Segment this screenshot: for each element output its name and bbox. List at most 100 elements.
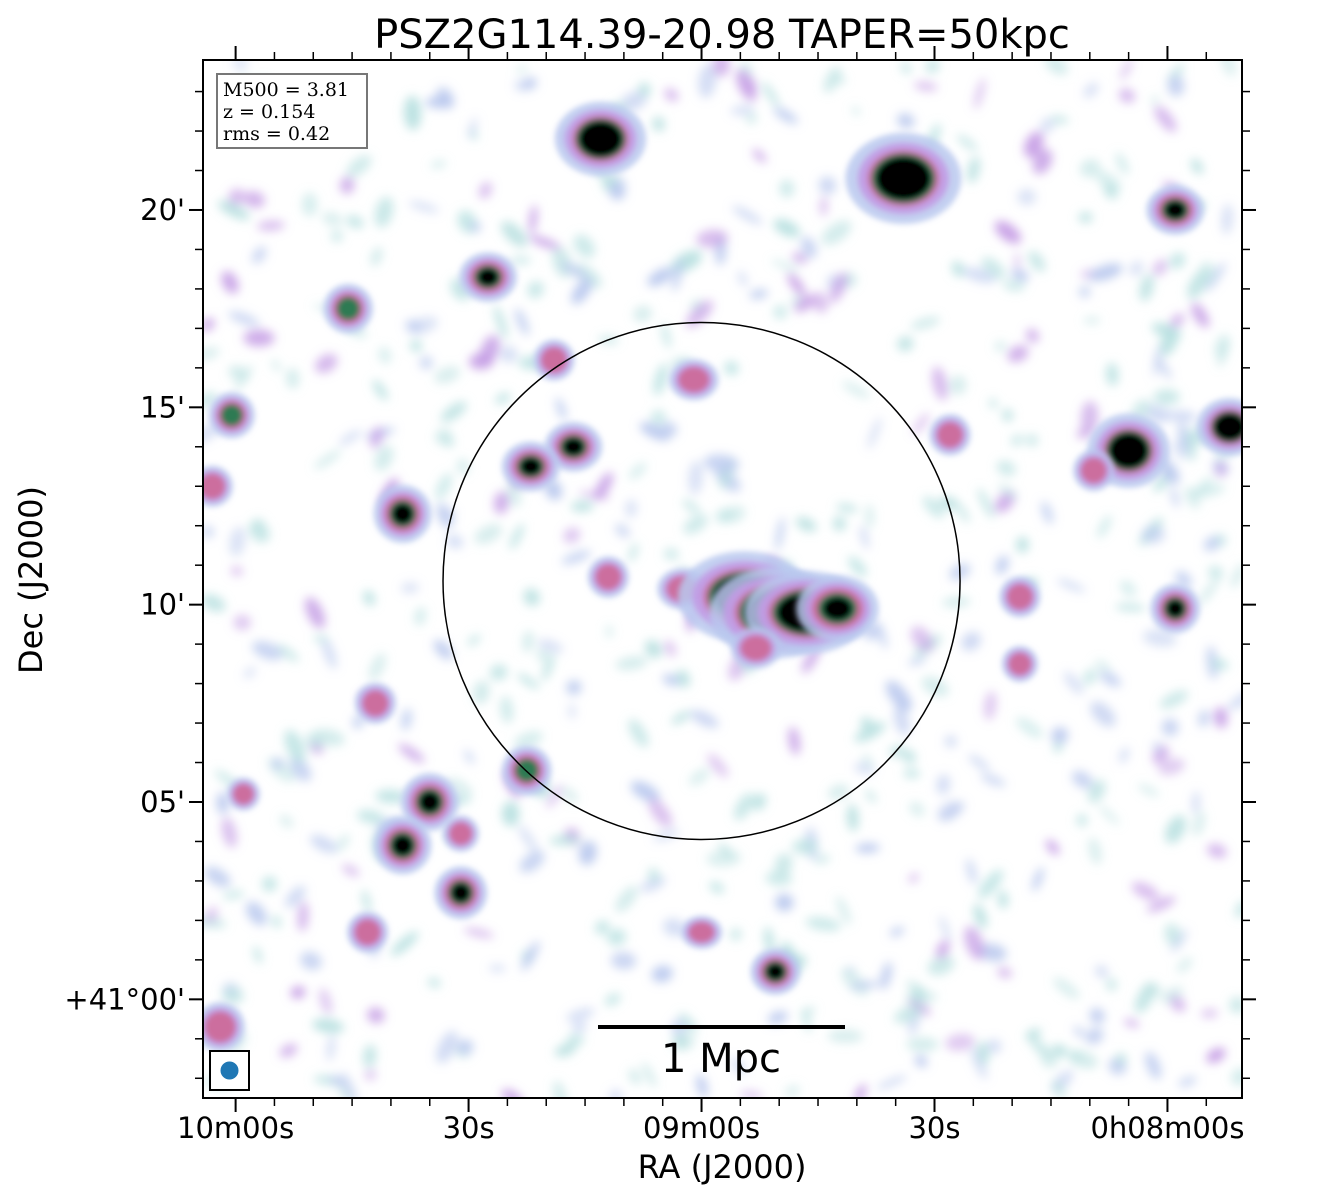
noise-blob [473, 680, 490, 705]
noise-blob [724, 361, 739, 376]
source-contour [688, 921, 715, 943]
noise-blob [795, 517, 817, 532]
noise-blob [571, 1021, 587, 1033]
noise-blob [515, 65, 528, 73]
noise-blob [682, 499, 701, 514]
noise-blob [998, 483, 1018, 500]
noise-blob [521, 940, 540, 972]
noise-blob [243, 191, 265, 208]
noise-blob [568, 703, 576, 719]
noise-blob [1050, 115, 1069, 124]
noise-blob [968, 754, 990, 771]
noise-blob [734, 792, 754, 821]
noise-blob [300, 951, 322, 971]
noise-blob [713, 60, 730, 77]
noise-blob [876, 1075, 907, 1090]
radio-source [373, 816, 432, 875]
noise-blob [671, 258, 683, 292]
noise-blob [374, 445, 394, 471]
noise-blob [561, 262, 588, 280]
noise-blob [1198, 578, 1219, 605]
noise-blob [571, 278, 593, 305]
radio-source [845, 132, 962, 224]
noise-blob [1160, 986, 1184, 1004]
info-line-redshift: z = 0.154 [223, 101, 315, 123]
noise-blob [1152, 259, 1168, 277]
noise-blob [253, 946, 263, 964]
noise-blob [370, 426, 384, 449]
radio-image [203, 60, 1242, 1098]
y-tick-label: 20' [140, 193, 185, 227]
noise-blob [314, 449, 342, 470]
noise-blob [573, 234, 596, 258]
source-contour [595, 564, 622, 590]
noise-blob [435, 473, 453, 500]
noise-blob [1063, 671, 1084, 695]
noise-blob [944, 735, 957, 748]
noise-blob [903, 768, 920, 779]
noise-blob [648, 798, 673, 828]
noise-blob [261, 876, 277, 892]
noise-blob [1141, 525, 1165, 544]
noise-blob [436, 87, 455, 109]
noise-blob [285, 885, 306, 908]
noise-blob [430, 160, 447, 169]
source-contour [520, 457, 542, 476]
noise-blob [495, 392, 511, 405]
noise-blob [562, 787, 578, 803]
beam-indicator [209, 1050, 250, 1091]
noise-blob [1137, 783, 1160, 797]
noise-blob [284, 729, 306, 764]
noise-blob [222, 890, 245, 900]
source-contour [392, 835, 413, 856]
noise-blob [341, 864, 360, 877]
radio-source [354, 682, 397, 724]
noise-blob [474, 524, 503, 544]
noise-blob [578, 840, 597, 866]
x-tick-label: 09m00s [643, 1111, 760, 1145]
noise-blob [897, 336, 914, 352]
noise-blob [994, 340, 1006, 352]
noise-blob [329, 1075, 346, 1087]
noise-blob [1088, 837, 1102, 865]
noise-blob [537, 648, 548, 662]
noise-blob [555, 397, 567, 421]
noise-blob [615, 523, 630, 538]
source-contour [1008, 652, 1032, 676]
noise-blob [775, 893, 794, 912]
noise-blob [909, 801, 925, 817]
noise-blob [949, 375, 967, 395]
noise-blob [1118, 88, 1136, 103]
source-contour [1164, 201, 1186, 219]
noise-blob [889, 926, 905, 937]
noise-blob [605, 624, 613, 639]
noise-blob [903, 750, 916, 764]
noise-blob [467, 634, 481, 646]
noise-blob [251, 246, 267, 264]
noise-blob [1032, 867, 1044, 892]
noise-blob [356, 809, 385, 824]
source-contour [1213, 413, 1242, 441]
noise-blob [243, 666, 256, 679]
noise-blob [922, 496, 945, 519]
noise-blob [372, 379, 388, 401]
noise-blob [836, 896, 852, 925]
radio-source [680, 915, 723, 949]
noise-blob [1231, 563, 1242, 589]
noise-blob [1205, 262, 1226, 292]
noise-blob [1007, 345, 1029, 363]
x-tick-label: 0h08m00s [1090, 1111, 1244, 1145]
noise-blob [305, 597, 326, 629]
noise-blob [279, 815, 294, 828]
noise-blob [800, 236, 817, 259]
noise-blob [967, 156, 981, 184]
noise-blob [410, 340, 422, 352]
noise-blob [676, 670, 691, 688]
noise-blob [628, 1068, 642, 1085]
noise-blob [1078, 212, 1093, 223]
noise-blob [1088, 779, 1106, 803]
noise-blob [570, 500, 594, 512]
noise-blob [784, 1085, 800, 1098]
noise-blob [977, 488, 994, 519]
noise-blob [966, 858, 977, 885]
